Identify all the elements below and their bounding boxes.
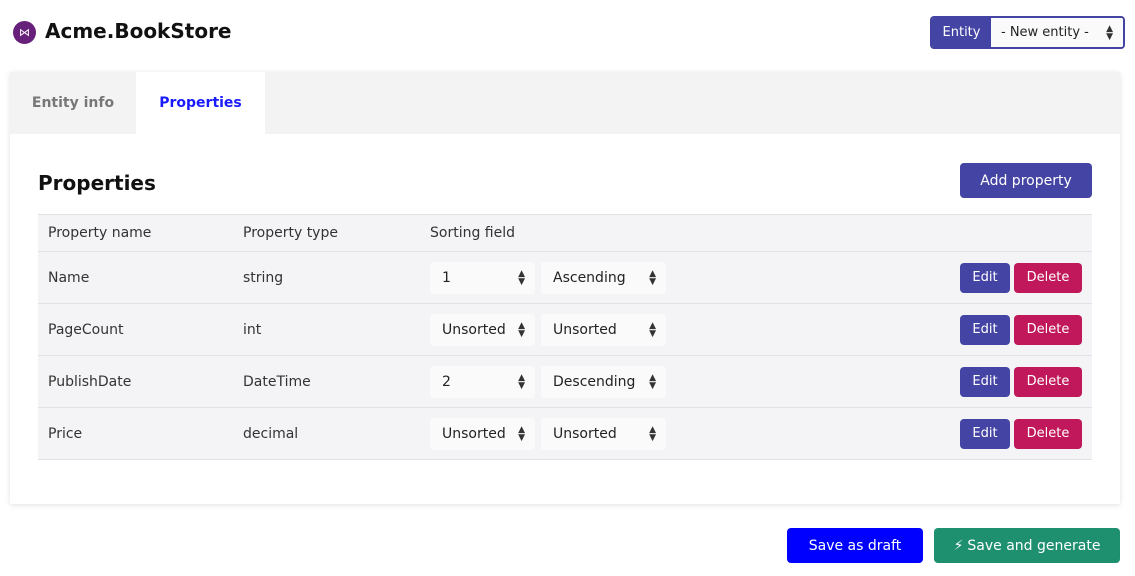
sort-arrows-icon: ▲ ▼: [518, 320, 525, 339]
sort-direction-value: Unsorted: [553, 425, 617, 442]
tab-properties[interactable]: Properties: [136, 72, 265, 134]
delete-button[interactable]: Delete: [1014, 262, 1082, 293]
entity-selector[interactable]: Entity - New entity - ▲ ▼: [930, 16, 1125, 49]
table-row: Price decimal Unsorted ▲ ▼ Unsorted ▲ ▼ Edit…: [38, 408, 1092, 460]
delete-button[interactable]: Delete: [1014, 418, 1082, 449]
property-type: DateTime: [243, 373, 311, 390]
column-header: Property name: [48, 225, 152, 241]
property-type: int: [243, 321, 262, 338]
property-name: PageCount: [48, 321, 124, 338]
entity-card: Entity info Properties Properties Add pr…: [10, 72, 1120, 504]
sort-arrows-icon: ▲ ▼: [518, 372, 525, 391]
sort-order-select[interactable]: Unsorted ▲ ▼: [430, 313, 535, 346]
sort-order-select[interactable]: 2 ▲ ▼: [430, 365, 535, 398]
save-and-generate-button[interactable]: ⚡ Save and generate: [934, 528, 1120, 563]
tab-bar: Entity info Properties: [10, 72, 1120, 134]
sort-direction-value: Ascending: [553, 269, 626, 286]
entity-select[interactable]: - New entity - ▲ ▼: [991, 18, 1123, 47]
sort-direction-select[interactable]: Unsorted ▲ ▼: [541, 313, 666, 346]
properties-table: Property name Property type Sorting fiel…: [38, 214, 1092, 460]
property-name: PublishDate: [48, 373, 132, 390]
column-header: Sorting field: [430, 225, 516, 241]
sort-arrows-icon: ▲ ▼: [649, 372, 656, 391]
property-name: Name: [48, 269, 90, 286]
save-and-generate-label: Save and generate: [967, 537, 1101, 554]
property-type: decimal: [243, 425, 299, 442]
entity-value: - New entity -: [1001, 25, 1089, 40]
sort-arrows-icon: ▲ ▼: [649, 424, 656, 443]
table-header: Property name Property type Sorting fiel…: [38, 214, 1092, 252]
sort-order-value: 1: [442, 269, 451, 286]
entity-label: Entity: [932, 18, 991, 47]
edit-button[interactable]: Edit: [960, 418, 1010, 449]
tab-entity-info[interactable]: Entity info: [31, 95, 115, 111]
sort-direction-value: Descending: [553, 373, 636, 390]
sort-direction-select[interactable]: Unsorted ▲ ▼: [541, 417, 666, 450]
sort-order-select[interactable]: 1 ▲ ▼: [430, 261, 535, 294]
sort-direction-value: Unsorted: [553, 321, 617, 338]
sort-direction-select[interactable]: Descending ▲ ▼: [541, 365, 666, 398]
delete-button[interactable]: Delete: [1014, 314, 1082, 345]
sort-arrows-icon: ▲ ▼: [518, 424, 525, 443]
page-title: Properties: [38, 171, 156, 195]
bolt-icon: ⚡: [953, 537, 964, 554]
sort-arrows-icon: ▲ ▼: [1106, 23, 1113, 42]
sort-direction-select[interactable]: Ascending ▲ ▼: [541, 261, 666, 294]
save-as-draft-button[interactable]: Save as draft: [787, 528, 923, 563]
edit-button[interactable]: Edit: [960, 262, 1010, 293]
table-row: Name string 1 ▲ ▼ Ascending ▲ ▼ Edit Delete: [38, 252, 1092, 304]
table-row: PageCount int Unsorted ▲ ▼ Unsorted ▲ ▼ Edit…: [38, 304, 1092, 356]
app-title: Acme.BookStore: [45, 19, 232, 43]
app-logo: ⋈: [13, 21, 36, 44]
column-header: Property type: [243, 225, 338, 241]
sort-arrows-icon: ▲ ▼: [649, 320, 656, 339]
property-name: Price: [48, 425, 83, 442]
sort-order-value: Unsorted: [442, 321, 506, 338]
sort-order-value: 2: [442, 373, 451, 390]
sort-arrows-icon: ▲ ▼: [518, 268, 525, 287]
sort-order-value: Unsorted: [442, 425, 506, 442]
edit-button[interactable]: Edit: [960, 314, 1010, 345]
delete-button[interactable]: Delete: [1014, 366, 1082, 397]
table-row: PublishDate DateTime 2 ▲ ▼ Descending ▲ ▼ Ed…: [38, 356, 1092, 408]
sort-arrows-icon: ▲ ▼: [649, 268, 656, 287]
sort-order-select[interactable]: Unsorted ▲ ▼: [430, 417, 535, 450]
add-property-button[interactable]: Add property: [960, 163, 1092, 198]
edit-button[interactable]: Edit: [960, 366, 1010, 397]
property-type: string: [243, 269, 284, 286]
